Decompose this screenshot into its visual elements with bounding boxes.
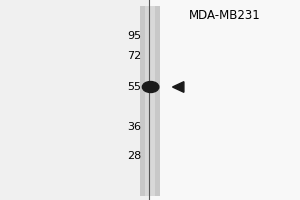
Bar	[148, 0, 300, 200]
Bar	[145, 6, 155, 196]
Bar	[0, 0, 148, 200]
Text: 36: 36	[127, 122, 141, 132]
Text: 55: 55	[127, 82, 141, 92]
Text: 72: 72	[127, 51, 141, 61]
Text: 95: 95	[127, 31, 141, 41]
Bar	[140, 6, 160, 196]
Text: 28: 28	[127, 151, 141, 161]
Ellipse shape	[142, 82, 159, 92]
Text: MDA-MB231: MDA-MB231	[189, 9, 261, 22]
Polygon shape	[172, 82, 184, 92]
